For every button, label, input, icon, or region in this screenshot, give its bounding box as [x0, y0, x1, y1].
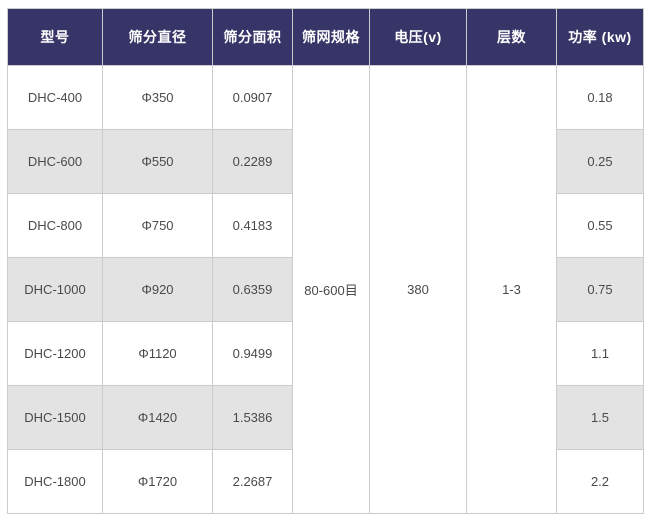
header-power: 功率 (kw)	[556, 8, 644, 66]
cell-diameter: Φ750	[102, 193, 213, 258]
cell-power: 0.25	[556, 129, 644, 194]
cell-power: 0.55	[556, 193, 644, 258]
table-header: 型号 筛分直径 筛分面积 筛网规格 电压(v) 层数 功率 (kw)	[7, 8, 644, 66]
cell-mesh-merged: 80-600目	[292, 65, 370, 514]
cell-power: 1.5	[556, 385, 644, 450]
header-mesh: 筛网规格	[292, 8, 370, 66]
table-row: DHC-600 Φ550 0.2289 0.25	[7, 129, 644, 194]
cell-model: DHC-1500	[7, 385, 103, 450]
cell-model: DHC-600	[7, 129, 103, 194]
header-area: 筛分面积	[212, 8, 293, 66]
cell-area: 2.2687	[212, 449, 293, 514]
table-row: DHC-1200 Φ1120 0.9499 1.1	[7, 321, 644, 386]
cell-power: 2.2	[556, 449, 644, 514]
cell-model: DHC-1000	[7, 257, 103, 322]
header-diameter: 筛分直径	[102, 8, 213, 66]
table-row: DHC-1000 Φ920 0.6359 0.75	[7, 257, 644, 322]
cell-layers-merged: 1-3	[466, 65, 557, 514]
cell-diameter: Φ920	[102, 257, 213, 322]
table-body: DHC-400 Φ350 0.0907 80-600目 380 1-3 0.18…	[7, 65, 644, 514]
cell-area: 0.0907	[212, 65, 293, 130]
cell-model: DHC-1800	[7, 449, 103, 514]
cell-diameter: Φ1420	[102, 385, 213, 450]
cell-area: 0.6359	[212, 257, 293, 322]
cell-model: DHC-400	[7, 65, 103, 130]
cell-power: 0.18	[556, 65, 644, 130]
table-row: DHC-1500 Φ1420 1.5386 1.5	[7, 385, 644, 450]
header-model: 型号	[7, 8, 103, 66]
cell-model: DHC-1200	[7, 321, 103, 386]
cell-area: 1.5386	[212, 385, 293, 450]
header-layers: 层数	[466, 8, 557, 66]
cell-power: 0.75	[556, 257, 644, 322]
product-spec-table: 型号 筛分直径 筛分面积 筛网规格 电压(v) 层数 功率 (kw) DHC-4…	[7, 8, 644, 514]
cell-diameter: Φ1720	[102, 449, 213, 514]
cell-diameter: Φ550	[102, 129, 213, 194]
cell-power: 1.1	[556, 321, 644, 386]
cell-area: 0.9499	[212, 321, 293, 386]
header-row: 型号 筛分直径 筛分面积 筛网规格 电压(v) 层数 功率 (kw)	[7, 8, 644, 66]
table-row: DHC-1800 Φ1720 2.2687 2.2	[7, 449, 644, 514]
cell-model: DHC-800	[7, 193, 103, 258]
table-row: DHC-800 Φ750 0.4183 0.55	[7, 193, 644, 258]
cell-area: 0.4183	[212, 193, 293, 258]
cell-diameter: Φ1120	[102, 321, 213, 386]
table-row: DHC-400 Φ350 0.0907 80-600目 380 1-3 0.18	[7, 65, 644, 514]
header-voltage: 电压(v)	[369, 8, 467, 66]
cell-diameter: Φ350	[102, 65, 213, 130]
cell-area: 0.2289	[212, 129, 293, 194]
cell-voltage-merged: 380	[369, 65, 467, 514]
